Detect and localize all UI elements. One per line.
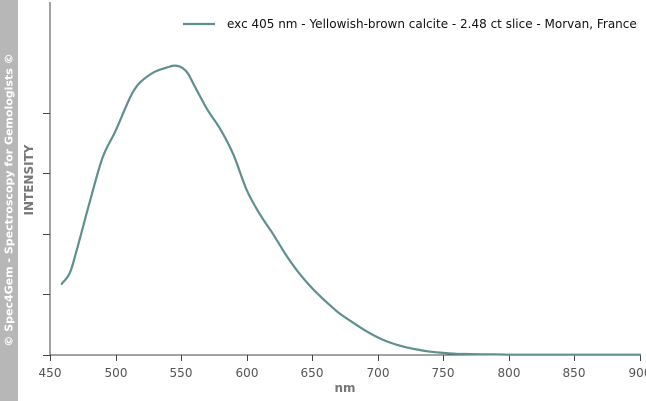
legend: exc 405 nm - Yellowish-brown calcite - 2… bbox=[183, 17, 637, 31]
axes: 450 500 550 600 650 700 750 800 850 900 bbox=[39, 2, 646, 380]
legend-label: exc 405 nm - Yellowish-brown calcite - 2… bbox=[227, 17, 637, 31]
x-tick-label: 550 bbox=[170, 366, 193, 380]
x-tick-label: 800 bbox=[498, 366, 521, 380]
x-tick-label: 900 bbox=[629, 366, 646, 380]
series-line bbox=[60, 64, 642, 356]
x-tick-label: 500 bbox=[105, 366, 128, 380]
x-tick-label: 600 bbox=[236, 366, 259, 380]
y-ticks bbox=[43, 113, 50, 356]
x-ticks: 450 500 550 600 650 700 750 800 850 900 bbox=[39, 355, 646, 380]
x-tick-label: 650 bbox=[301, 366, 324, 380]
y-axis-title: INTENSITY bbox=[22, 144, 36, 215]
x-tick-label: 700 bbox=[367, 366, 390, 380]
series-layer bbox=[60, 64, 642, 356]
x-tick-label: 850 bbox=[563, 366, 586, 380]
x-axis-title: nm bbox=[334, 381, 355, 395]
watermark-sidebar: © Spec4Gem - Spectroscopy for Gemologist… bbox=[0, 0, 18, 401]
x-tick-label: 750 bbox=[432, 366, 455, 380]
x-tick-label: 450 bbox=[39, 366, 62, 380]
